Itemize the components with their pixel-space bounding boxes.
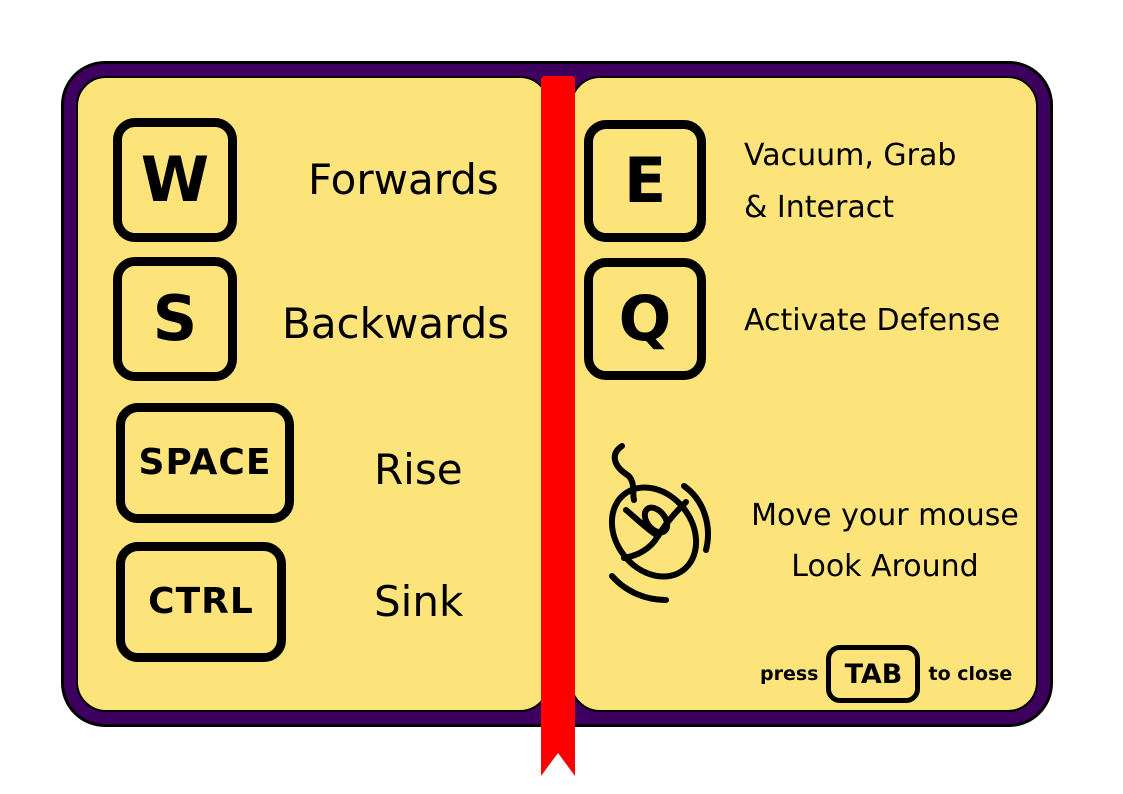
- action-activate-defense: Activate Defense: [744, 303, 1001, 338]
- mouse-hint-line1: Move your mouse: [751, 498, 1019, 533]
- action-backwards: Backwards: [282, 299, 510, 348]
- action-sink: Sink: [374, 577, 464, 626]
- key-tab[interactable]: TAB: [826, 645, 921, 703]
- action-vacuum-line2: & Interact: [744, 190, 894, 225]
- key-space: SPACE: [116, 403, 294, 523]
- action-vacuum-line1: Vacuum, Grab: [744, 138, 957, 173]
- key-w: W: [113, 118, 237, 242]
- mouse-icon: [608, 443, 711, 603]
- key-e: E: [584, 120, 706, 242]
- action-forwards: Forwards: [308, 155, 499, 204]
- close-hint-suffix: to close: [928, 663, 1013, 685]
- key-q: Q: [584, 258, 706, 380]
- key-s: S: [113, 257, 237, 381]
- key-ctrl: CTRL: [116, 542, 286, 662]
- mouse-hint-line2: Look Around: [791, 549, 979, 584]
- close-hint: press TAB to close: [760, 644, 1012, 704]
- action-rise: Rise: [374, 445, 463, 494]
- close-hint-prefix: press: [760, 663, 819, 685]
